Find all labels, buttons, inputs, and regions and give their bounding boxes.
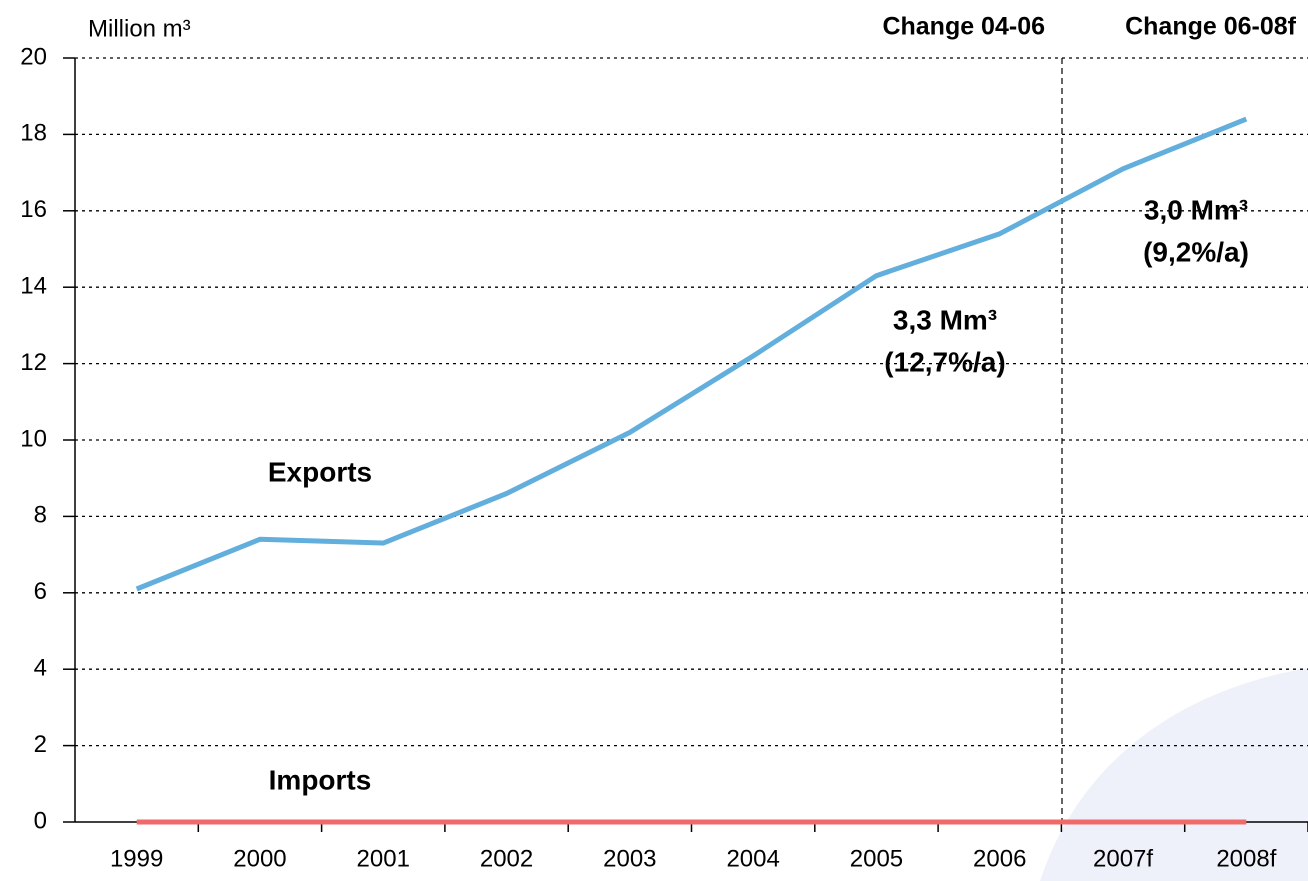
header: Change 06-08f (1125, 13, 1297, 41)
y-tick-label: 14 (20, 273, 47, 300)
x-tick-label: 2001 (357, 845, 410, 872)
y-tick-label: 2 (34, 731, 47, 758)
series-label: Exports (268, 456, 372, 487)
annotation: 3,3 Mm³ (893, 304, 997, 335)
series-line (135, 116, 1248, 592)
x-tick-label: 2008f (1216, 845, 1276, 872)
x-tick-label: 2000 (233, 845, 286, 872)
annotation: (12,7%/a) (884, 346, 1005, 377)
y-tick-label: 6 (34, 578, 47, 605)
x-tick-label: 2007f (1093, 845, 1153, 872)
header: Change 04-06 (882, 13, 1045, 41)
y-tick-label: 8 (34, 502, 47, 529)
y-tick-label: 4 (34, 655, 47, 682)
annotation: (9,2%/a) (1143, 236, 1249, 267)
x-tick-label: 2005 (850, 845, 903, 872)
x-tick-label: 2002 (480, 845, 533, 872)
background-swoosh (1040, 668, 1308, 881)
x-tick-label: 2003 (603, 845, 656, 872)
y-tick-label: 18 (20, 120, 47, 147)
y-tick-label: 10 (20, 425, 47, 452)
x-tick-label: 2006 (973, 845, 1026, 872)
x-tick-label: 2004 (726, 845, 779, 872)
y-tick-label: 16 (20, 196, 47, 223)
series-label: Imports (269, 764, 372, 795)
x-tick-label: 1999 (110, 845, 163, 872)
y-axis-label: Million m³ (88, 15, 191, 42)
annotation: 3,0 Mm³ (1144, 194, 1248, 225)
y-tick-label: 20 (20, 43, 47, 70)
y-tick-label: 0 (34, 807, 47, 834)
y-tick-label: 12 (20, 349, 47, 376)
